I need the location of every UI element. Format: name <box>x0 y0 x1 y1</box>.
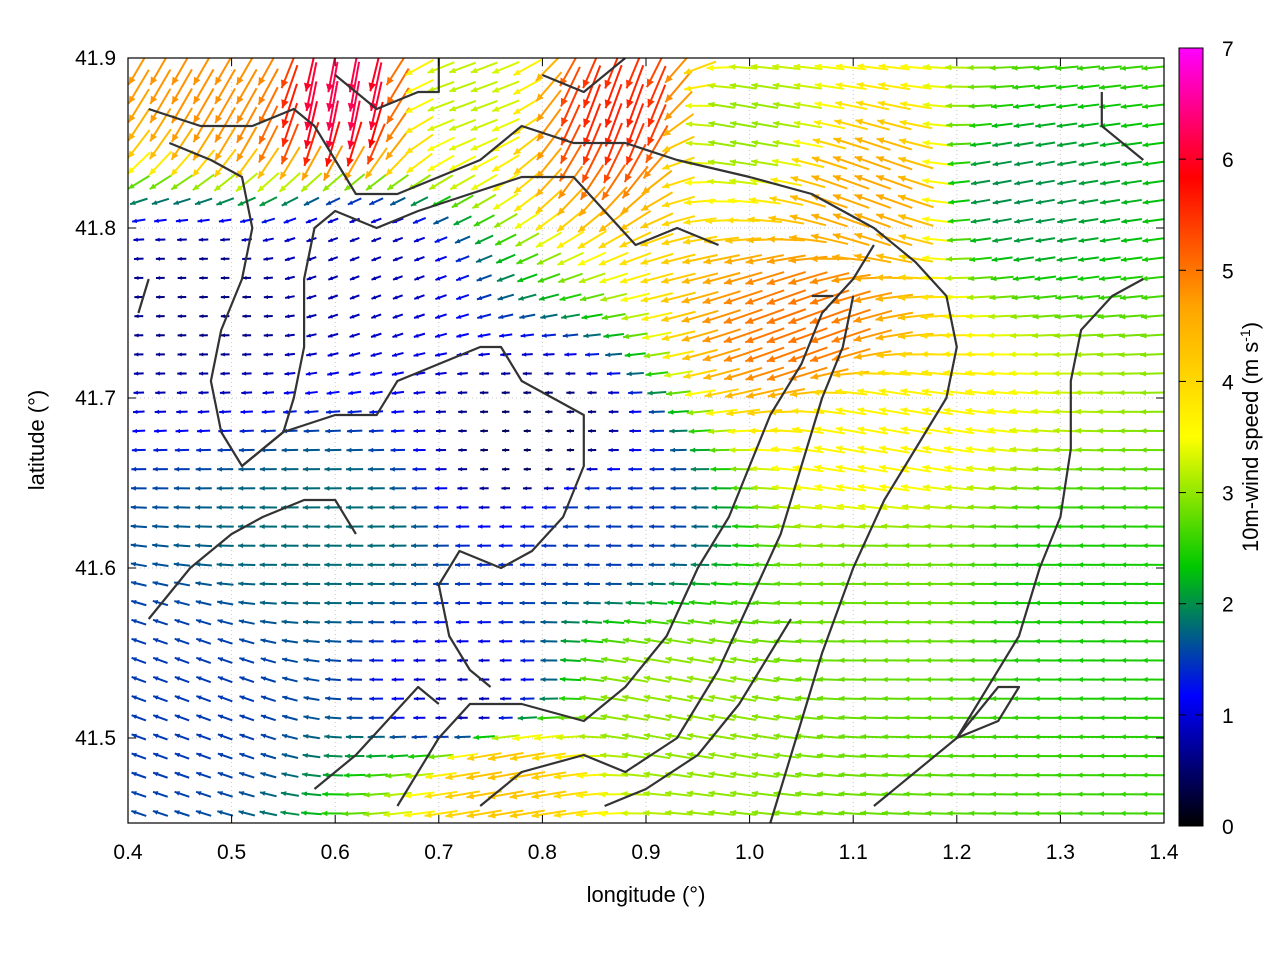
colorbar-label: 10m-wind speed (m s-1) <box>1237 322 1263 552</box>
x-tick-label: 1.1 <box>839 841 868 864</box>
colorbar-tick-label: 2 <box>1222 594 1234 617</box>
colorbar-tick-label: 6 <box>1222 149 1234 172</box>
y-axis-title: latitude (°) <box>24 390 49 491</box>
x-tick-label: 0.5 <box>217 841 246 864</box>
colorbar-tick-label: 5 <box>1222 260 1234 283</box>
y-tick-label: 41.9 <box>75 47 116 70</box>
colorbar-tick-label: 7 <box>1222 38 1234 61</box>
x-tick-label: 0.6 <box>321 841 350 864</box>
x-tick-label: 1.2 <box>942 841 971 864</box>
colorbar-label-sup: -1 <box>1237 329 1253 342</box>
y-tick-label: 41.8 <box>75 217 116 240</box>
colorbar-label-end: ) <box>1238 322 1263 329</box>
colorbar <box>1179 48 1203 826</box>
colorbar-tick-label: 3 <box>1222 483 1234 506</box>
x-tick-label: 1.0 <box>735 841 764 864</box>
x-tick-label: 1.3 <box>1046 841 1075 864</box>
x-axis-title: longitude (°) <box>587 882 706 907</box>
x-tick-label: 0.9 <box>631 841 660 864</box>
colorbar-label-main: 10m-wind speed (m s <box>1238 342 1263 552</box>
colorbar-tick-label: 1 <box>1222 705 1234 728</box>
x-tick-label: 1.4 <box>1149 841 1179 864</box>
colorbar-tick-label: 0 <box>1222 816 1234 839</box>
x-tick-label: 0.7 <box>424 841 453 864</box>
y-tick-label: 41.6 <box>75 557 116 580</box>
y-tick-label: 41.7 <box>75 387 116 410</box>
y-tick-label: 41.5 <box>75 727 116 750</box>
x-tick-label: 0.8 <box>528 841 557 864</box>
colorbar-tick-label: 4 <box>1222 371 1234 394</box>
x-tick-label: 0.4 <box>113 841 143 864</box>
